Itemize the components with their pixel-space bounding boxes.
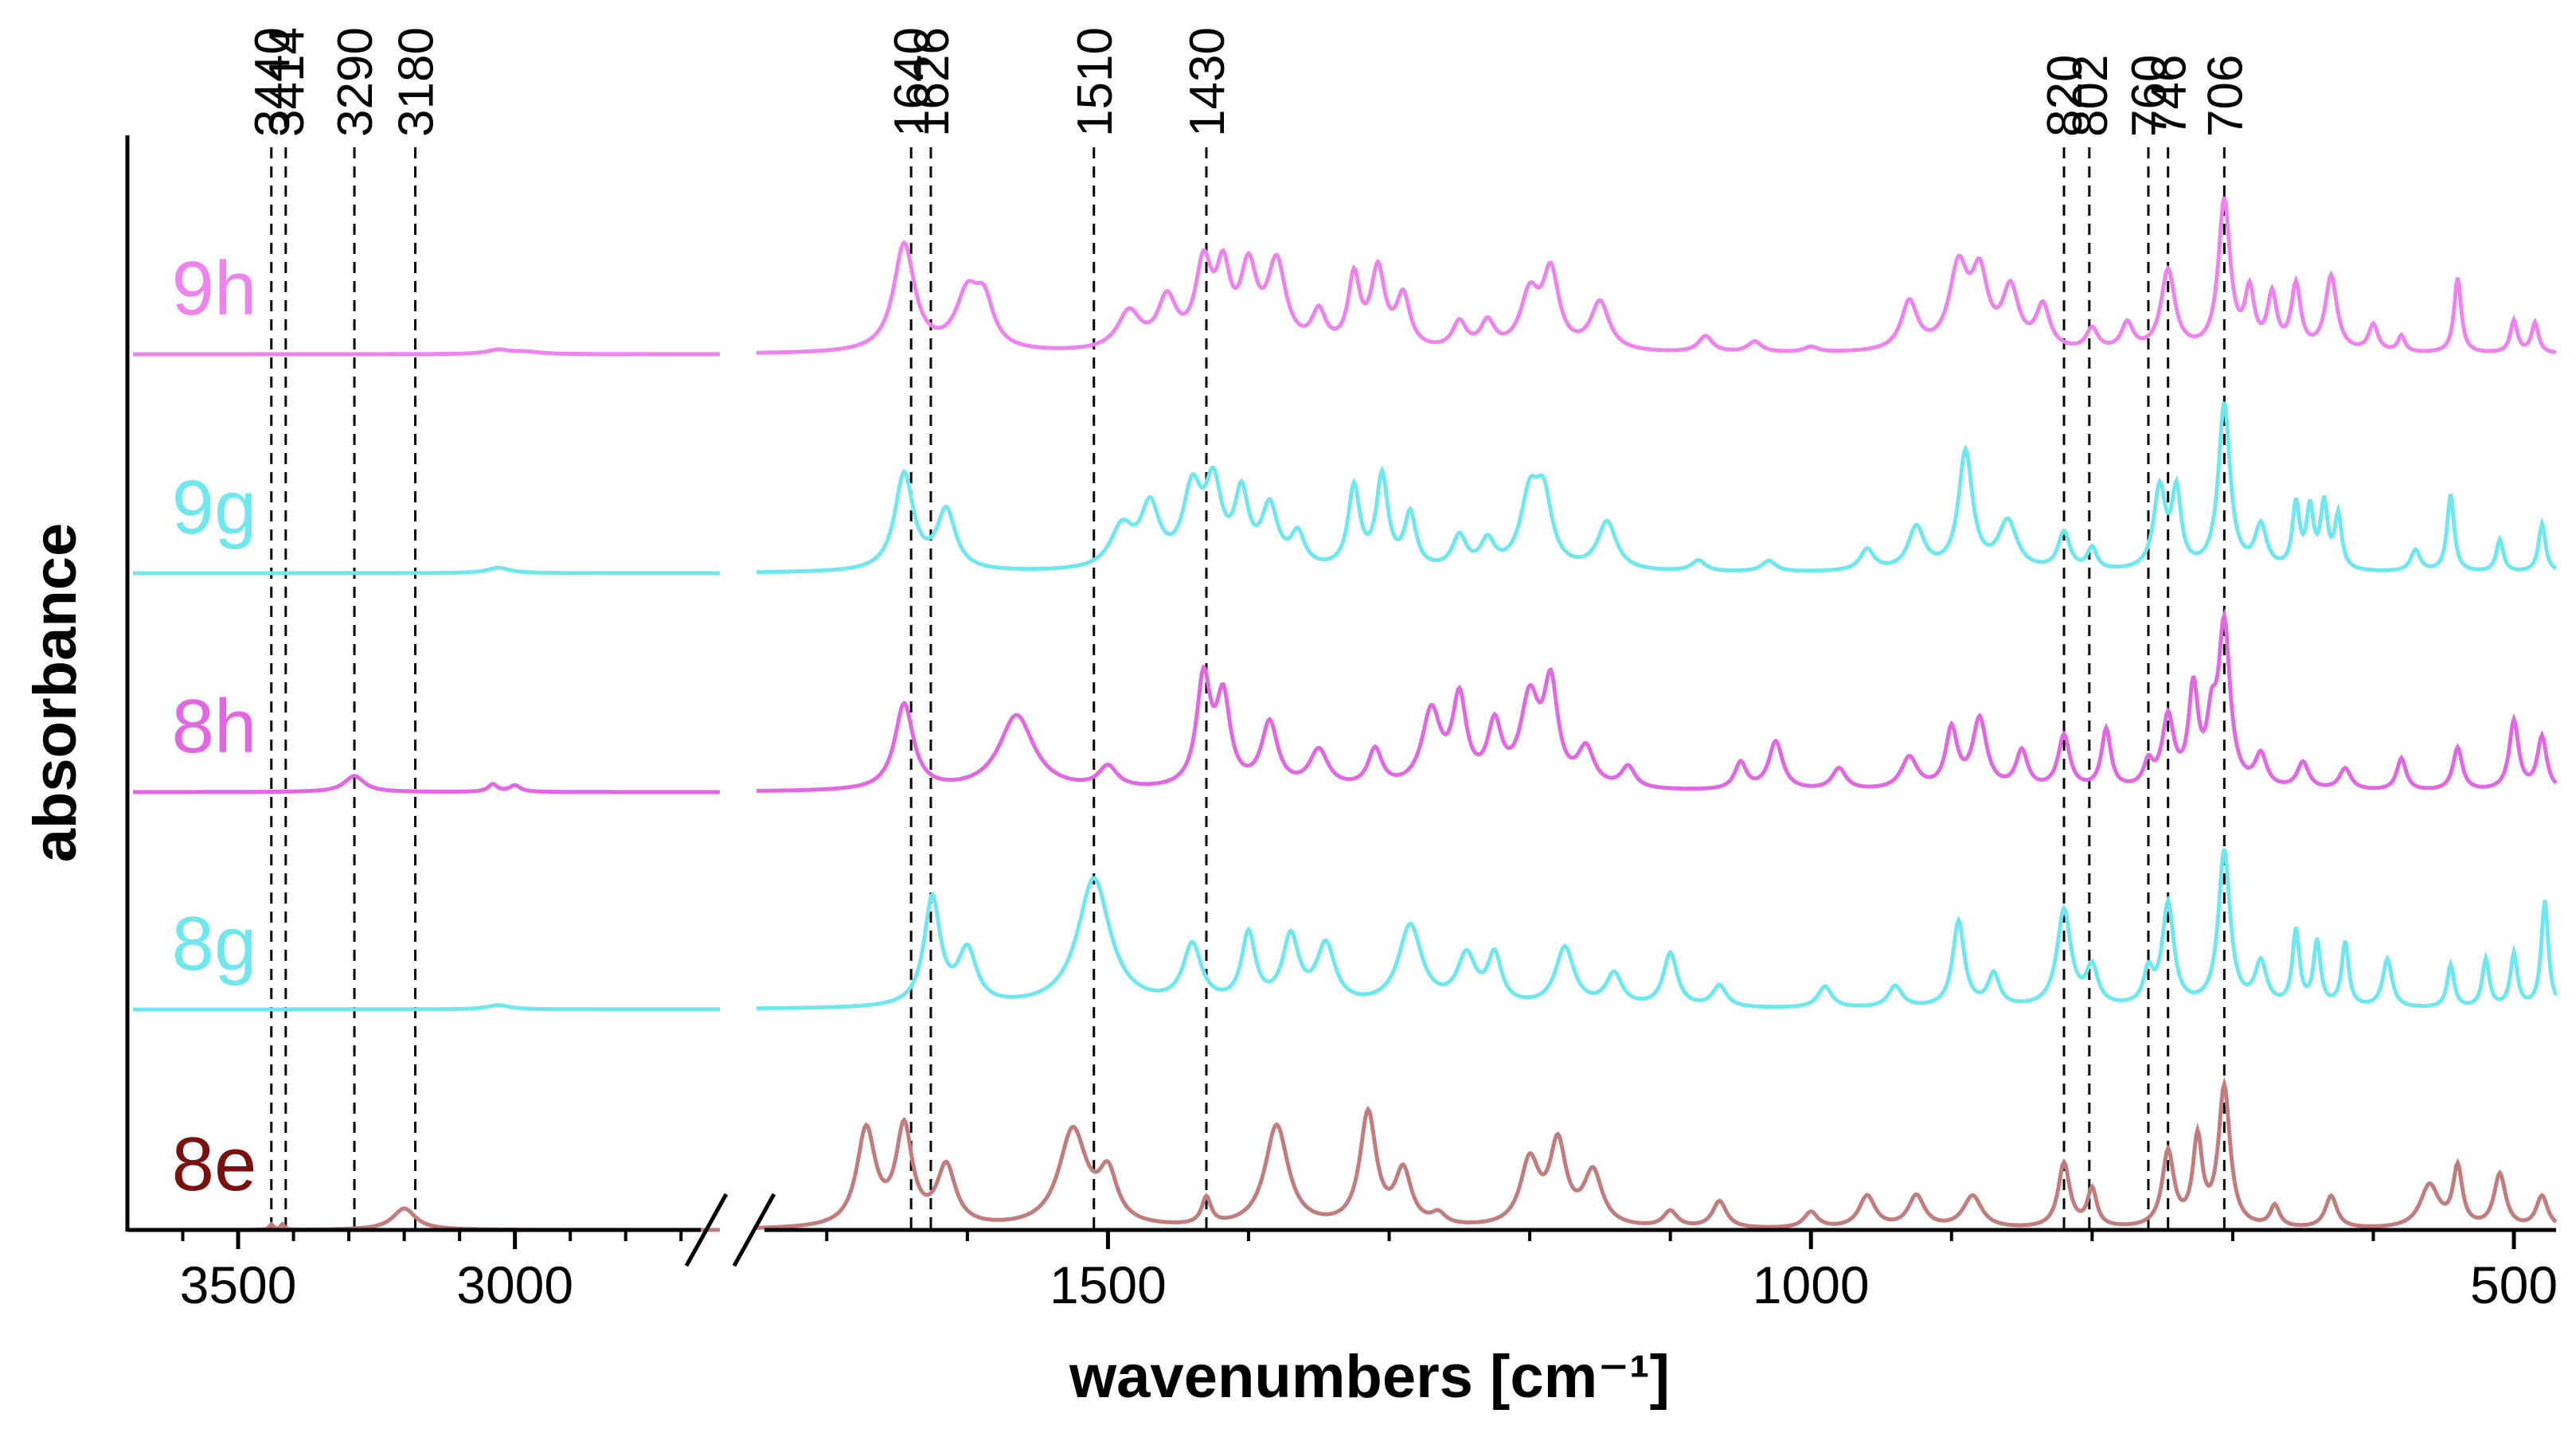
- series-8g-left: [133, 1003, 720, 1012]
- series-9g-right: [756, 401, 2558, 575]
- peak-label-3414: 3414: [260, 27, 315, 137]
- x-tick-label-1500: 1500: [1050, 1255, 1167, 1314]
- series-9h-left: [133, 347, 720, 357]
- peak-label-746: 746: [2142, 55, 2197, 137]
- axes: 3500 3000 1500 1000 500: [125, 135, 2558, 1314]
- series-8e-right: [756, 1076, 2558, 1230]
- series-8g-right: [756, 849, 2558, 1011]
- peak-label-1640: 1640: [885, 27, 940, 137]
- series-label-8g: 8g: [172, 901, 257, 986]
- peak-label-706: 706: [2198, 55, 2253, 137]
- peak-label-1430: 1430: [1180, 27, 1235, 137]
- series-9g-left: [133, 565, 720, 576]
- x-tick-label-3000: 3000: [456, 1255, 573, 1314]
- peak-label-3180: 3180: [389, 27, 444, 137]
- axis-break-mark-1: [684, 1193, 729, 1267]
- series-8e-left: [133, 1206, 720, 1232]
- spectra-series: 9h 9g 8h 8g 8e: [133, 196, 2558, 1232]
- x-tick-label-1000: 1000: [1753, 1255, 1870, 1314]
- series-label-8e: 8e: [172, 1122, 257, 1207]
- peak-label-3440: 3440: [245, 27, 300, 137]
- peak-label-820: 820: [2038, 55, 2093, 137]
- peak-label-760: 760: [2122, 55, 2177, 137]
- x-tick-label-3500: 3500: [180, 1255, 297, 1314]
- peak-label-1626: 1626: [905, 27, 960, 137]
- axis-break-mark-2: [732, 1193, 776, 1267]
- series-label-9h: 9h: [172, 246, 257, 331]
- peak-label-3290: 3290: [328, 27, 383, 137]
- series-label-8h: 8h: [172, 684, 257, 769]
- x-axis-title: wavenumbers [cm⁻¹]: [1069, 1343, 1670, 1411]
- peak-label-1510: 1510: [1068, 27, 1123, 137]
- series-9h-right: [756, 196, 2557, 355]
- x-tick-label-500: 500: [2470, 1255, 2558, 1314]
- series-8h-right: [756, 607, 2558, 793]
- peak-label-802: 802: [2063, 55, 2118, 137]
- series-8h-left: [133, 774, 720, 795]
- y-axis-title: absorbance: [21, 523, 89, 863]
- peak-reference-lines: [270, 147, 2226, 1230]
- series-label-9g: 9g: [172, 465, 257, 550]
